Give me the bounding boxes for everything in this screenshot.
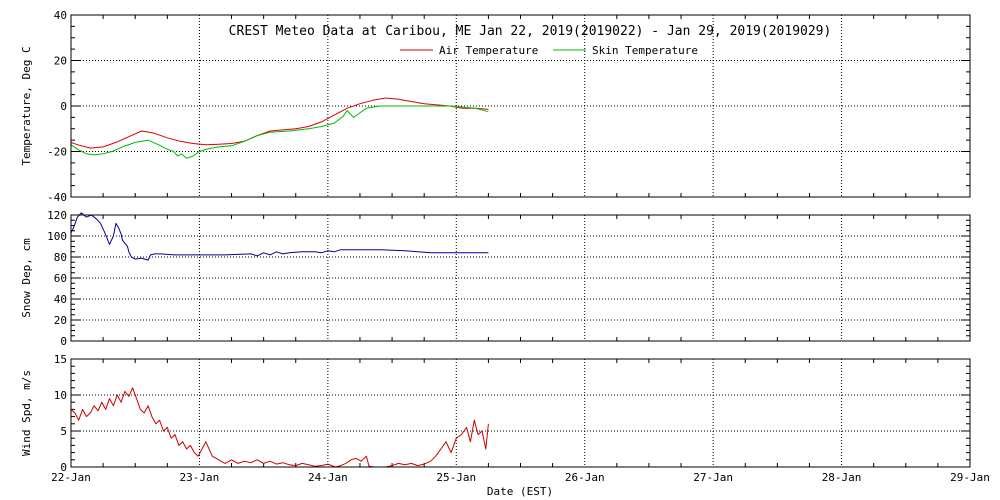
legend: Air Temperature Skin Temperature [400,44,698,57]
x-tick-label: 29-Jan [950,471,990,484]
snow-depth-panel: 0 20 40 60 80 100 120 Snow Dep, cm [20,209,971,348]
y-tick-label: 5 [60,425,67,438]
wind-speed-panel: 0 5 10 15 Wind Spd, m/s [20,353,971,474]
y-axis-title: Wind Spd, m/s [20,370,33,456]
y-tick-label: -40 [47,191,67,204]
y-tick-label: 0 [60,461,67,474]
x-axis-title: Date (EST) [487,485,553,498]
x-tick-label: 25-Jan [436,471,476,484]
temperature-panel: -40 -20 0 20 40 Temperature, Deg C [20,9,971,204]
x-tick-label: 27-Jan [693,471,733,484]
x-tick-label: 28-Jan [822,471,862,484]
wind-speed-line [70,387,489,468]
skin-temperature-line [70,105,489,159]
x-tick-labels: 22-Jan 23-Jan 24-Jan 25-Jan 26-Jan 27-Jan 28-J… [51,471,990,484]
y-tick-label: 10 [54,389,67,402]
y-tick-label: 20 [54,314,67,327]
y-tick-label: 60 [54,272,67,285]
y-tick-label: -20 [47,146,67,159]
y-axis-title: Snow Dep, cm [20,238,33,318]
y-tick-label: 0 [60,100,67,113]
plot-frame [70,214,971,342]
snow-depth-line [70,212,489,261]
y-tick-label: 20 [54,55,67,68]
y-tick-label: 120 [47,209,67,222]
y-tick-label: 40 [54,293,67,306]
x-tick-label: 23-Jan [180,471,220,484]
y-tick-label: 80 [54,251,67,264]
air-temperature-line [70,97,489,149]
plot-frame [70,358,971,468]
legend-air-label: Air Temperature [439,44,538,57]
y-tick-label: 0 [60,335,67,348]
x-tick-label: 26-Jan [565,471,605,484]
legend-skin-label: Skin Temperature [592,44,698,57]
y-tick-label: 15 [54,353,67,366]
chart-title: CREST Meteo Data at Caribou, ME Jan 22, … [229,24,832,39]
y-tick-label: 40 [54,9,67,22]
plot-frame [70,14,971,198]
x-tick-label: 22-Jan [51,471,91,484]
x-tick-label: 24-Jan [308,471,348,484]
y-axis-title: Temperature, Deg C [20,46,33,165]
y-tick-label: 100 [47,230,67,243]
